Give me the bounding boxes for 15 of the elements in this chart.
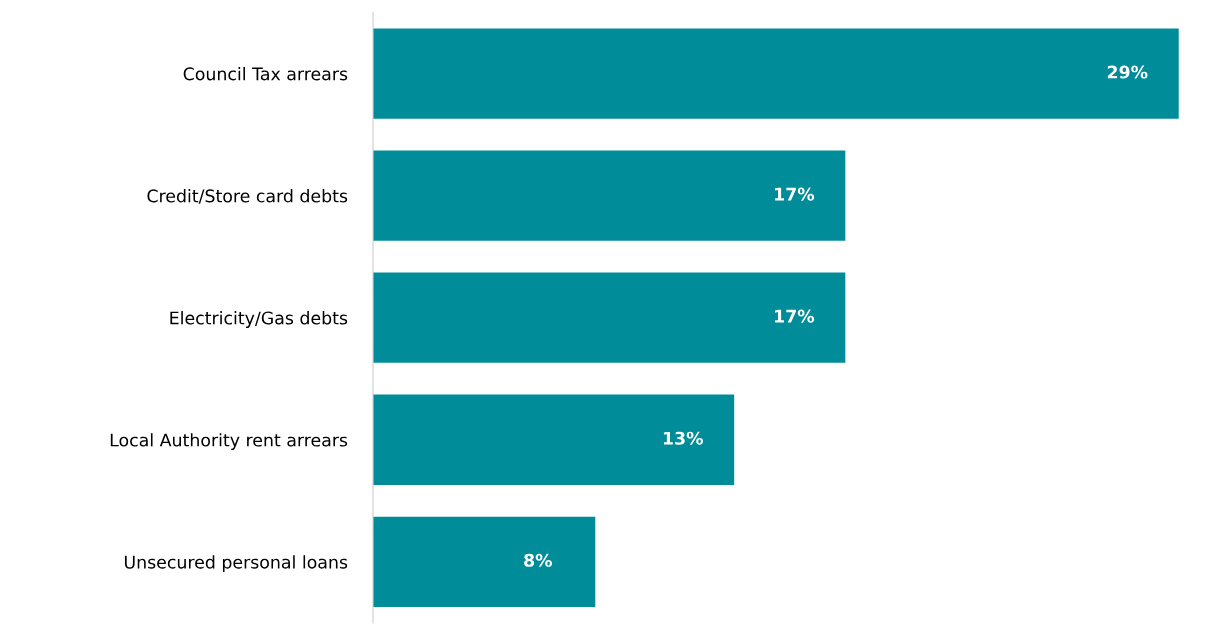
y-tick-label: Council Tax arrears	[183, 66, 348, 81]
data-label: 17%	[775, 187, 815, 201]
y-tick-label: Electricity/Gas debts	[170, 311, 348, 328]
bar	[373, 272, 846, 363]
y-tick-label: Local Authority rent arrears	[110, 433, 348, 450]
data-label: 17%	[775, 309, 815, 323]
bar	[373, 28, 1179, 119]
y-tick-label: Unsecured personal loans	[124, 555, 348, 573]
bar	[373, 150, 846, 241]
data-label: 13%	[663, 431, 703, 445]
data-label: 8%	[524, 553, 552, 567]
bar	[373, 394, 735, 485]
bar	[373, 516, 596, 607]
data-label: 29%	[1107, 65, 1148, 79]
y-tick-label: Credit/Store card debts	[147, 189, 348, 204]
